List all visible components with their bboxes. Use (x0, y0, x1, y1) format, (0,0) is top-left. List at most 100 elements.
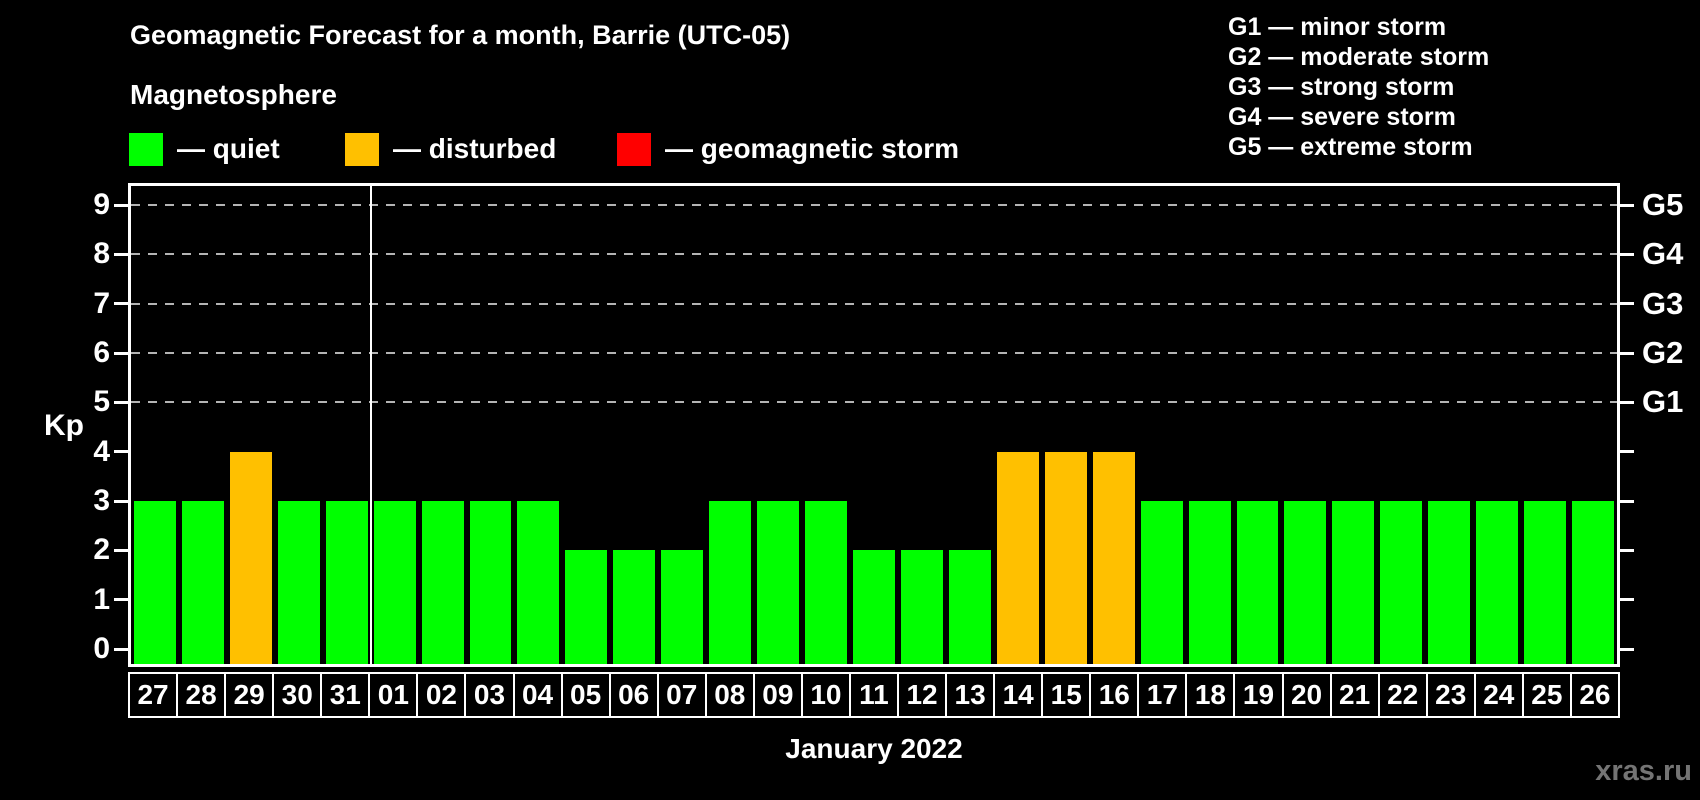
kp-bar (181, 501, 224, 664)
day-label-cell: 31 (320, 674, 368, 716)
day-label-cell: 16 (1089, 674, 1137, 716)
g-tick (1620, 598, 1634, 602)
day-label-cell: 24 (1473, 674, 1522, 716)
day-label-cell: 13 (945, 674, 993, 716)
day-label-cell: 27 (137, 679, 169, 710)
gridline (131, 204, 1617, 206)
kp-bar (1332, 501, 1375, 664)
legend-label: — geomagnetic storm (665, 133, 960, 164)
month-divider-line (369, 186, 372, 664)
y-tick-label: 4 (93, 434, 110, 468)
day-label-cell: 26 (1569, 674, 1618, 716)
day-label-cell: 11 (848, 674, 897, 716)
kp-bar (325, 501, 368, 664)
y-tick (114, 203, 128, 207)
y-tick (114, 302, 128, 306)
g-tick (1620, 499, 1634, 503)
y-tick-label: 6 (93, 336, 110, 369)
legend-item-disturbed: — disturbed (345, 132, 556, 166)
kp-bar (709, 501, 752, 664)
kp-bar (229, 451, 272, 664)
day-label-cell: 30 (272, 674, 320, 716)
x-axis-title: January 2022 (785, 733, 963, 764)
quiet-color-swatch (129, 132, 163, 166)
day-label-cell: 06 (608, 674, 657, 716)
g-tick (1620, 450, 1634, 454)
g-tick (1620, 400, 1634, 404)
g-tick (1620, 252, 1634, 256)
kp-bar (1428, 501, 1471, 664)
g-tick (1620, 203, 1634, 207)
day-label-cell: 25 (1521, 674, 1570, 716)
g-legend-item: G5 — extreme storm (1228, 133, 1473, 161)
kp-bar (1092, 451, 1135, 664)
day-label-cell: 15 (1041, 674, 1089, 716)
y-axis-title: Kp (44, 409, 84, 442)
kp-bar (1044, 451, 1087, 664)
day-label-cell: 14 (993, 674, 1041, 716)
g-tick (1620, 647, 1634, 651)
y-tick (114, 252, 128, 256)
g-scale-legend: G1 — minor storm G2 — moderate storm G3 — … (1228, 12, 1489, 162)
day-label-cell: 04 (512, 674, 561, 716)
kp-bar (613, 550, 656, 664)
day-label-cell: 03 (464, 674, 512, 716)
gridline (131, 401, 1617, 404)
day-label-cell: 07 (656, 674, 705, 716)
kp-bar (900, 550, 943, 664)
kp-bar (1236, 501, 1279, 664)
y-tick-label: 1 (93, 582, 110, 616)
y-tick-label: 7 (93, 286, 110, 320)
storm-color-swatch (617, 132, 651, 166)
y-tick (114, 647, 128, 651)
kp-bar (565, 550, 608, 664)
magnetosphere-subtitle: Magnetosphere (130, 79, 337, 110)
y-tick-label: 5 (93, 385, 110, 419)
watermark: xras.ru (1595, 755, 1692, 787)
g-axis-label: G5 (1642, 187, 1684, 222)
day-label-cell: 29 (224, 674, 272, 716)
y-tick (114, 598, 128, 602)
gridline (131, 302, 1617, 305)
g-tick (1620, 351, 1634, 355)
kp-bar (517, 501, 560, 664)
legend-item-quiet: — quiet (129, 132, 280, 166)
page-title: Geomagnetic Forecast for a month, Barrie… (130, 20, 791, 50)
kp-bar (1572, 501, 1614, 664)
x-axis-day-labels: 27 28 29 30 31 01 02 03 04 05 06 07 08 09 10 11 12 13 14 15… (128, 672, 1620, 718)
y-tick (114, 499, 128, 503)
y-tick (114, 548, 128, 552)
y-tick-label: 0 (93, 632, 110, 665)
g-axis-label: G2 (1642, 335, 1684, 370)
day-label-cell: 22 (1377, 674, 1426, 716)
g-axis-label: G4 (1642, 236, 1684, 272)
gridline (131, 253, 1617, 256)
kp-bar (469, 501, 512, 664)
y-tick-label: 2 (93, 533, 110, 567)
g-legend-item: G1 — minor storm (1228, 13, 1447, 41)
kp-bar (421, 501, 464, 664)
kp-bar (1476, 501, 1519, 664)
day-label-cell: 10 (800, 674, 849, 716)
day-label-cell: 02 (416, 674, 464, 716)
gridline (131, 352, 1617, 354)
g-axis-label: G3 (1642, 285, 1684, 321)
kp-bar (1188, 501, 1231, 664)
day-label-cell: 20 (1281, 674, 1330, 716)
day-label-cell: 19 (1233, 674, 1281, 716)
y-tick (114, 450, 128, 454)
kp-bar (853, 550, 895, 664)
kp-bar (373, 501, 416, 664)
kp-bar (805, 501, 848, 664)
day-label-cell: 28 (176, 674, 224, 716)
day-label-cell: 17 (1137, 674, 1185, 716)
kp-bar (277, 501, 320, 664)
g-legend-item: G3 — strong storm (1228, 73, 1455, 101)
kp-bar (1524, 501, 1567, 664)
day-label-cell: 09 (752, 674, 801, 716)
kp-bar (1140, 501, 1183, 664)
legend-label: — quiet (177, 133, 280, 164)
day-label-cell: 05 (560, 674, 609, 716)
day-label-cell: 21 (1329, 674, 1378, 716)
y-tick-label: 8 (93, 237, 110, 271)
